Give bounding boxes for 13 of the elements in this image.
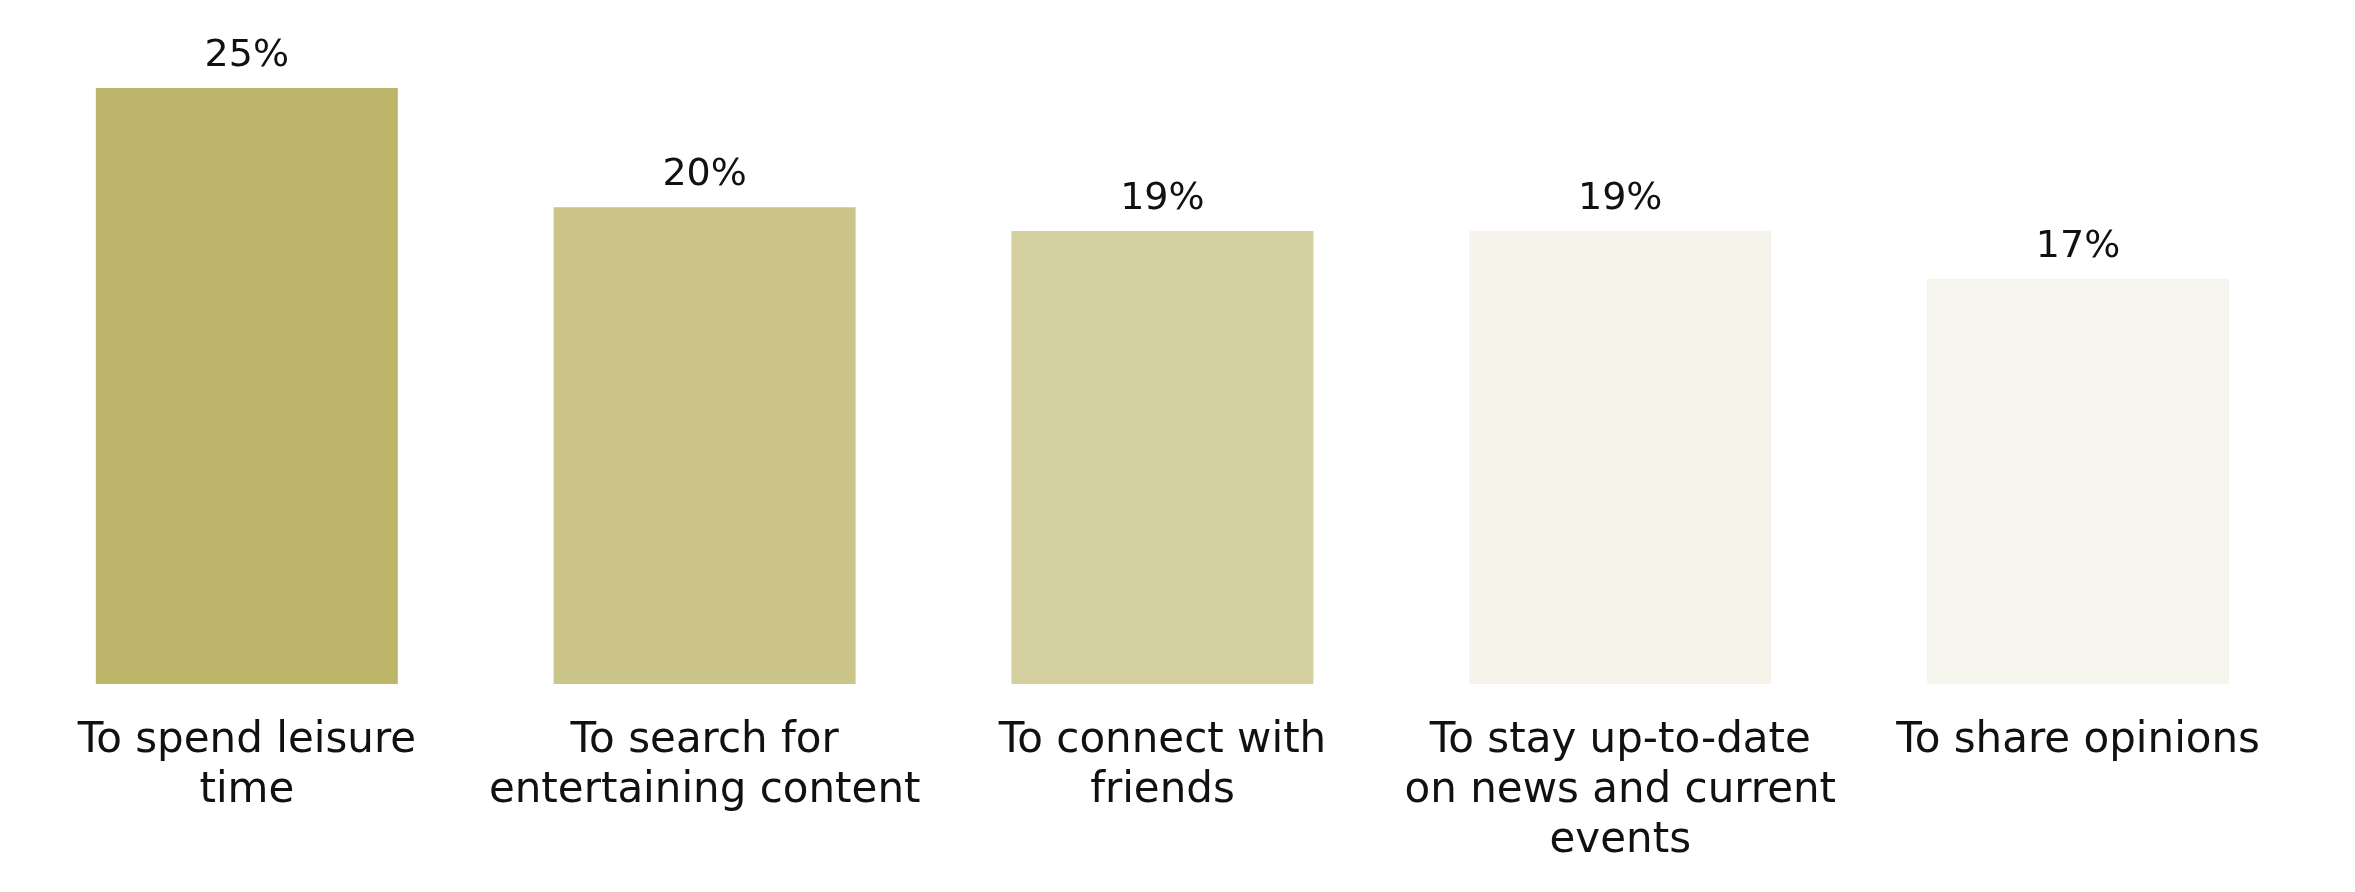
data-label: 19% <box>1120 174 1205 219</box>
data-label: 20% <box>662 150 747 195</box>
x-tick-label: To connect with friends <box>997 713 1327 812</box>
data-label: 19% <box>1577 174 1663 219</box>
x-tick-label: To spend leisure time <box>76 713 417 812</box>
x-tick-label: To stay up-to-date on news and current events <box>1404 713 1837 862</box>
bar <box>1011 231 1314 684</box>
x-tick-label: To search for entertaining content <box>488 713 921 812</box>
data-label: 17% <box>2035 221 2121 266</box>
data-label: 25% <box>204 31 290 75</box>
x-tick-label: To share opinions <box>1895 713 2261 762</box>
bar <box>95 88 398 684</box>
bar <box>553 207 856 684</box>
